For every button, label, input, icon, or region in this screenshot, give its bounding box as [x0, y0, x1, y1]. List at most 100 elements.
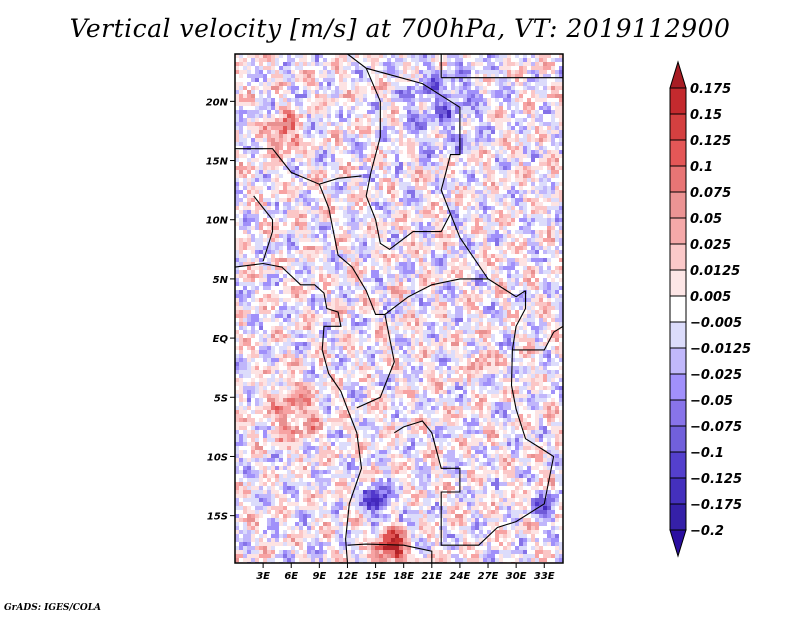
field-cell	[471, 186, 475, 190]
field-cell	[471, 342, 475, 346]
field-cell	[495, 106, 499, 110]
field-cell	[255, 186, 259, 190]
field-cell	[319, 250, 323, 254]
field-cell	[411, 234, 415, 238]
field-cell	[391, 202, 395, 206]
field-cell	[251, 162, 255, 166]
field-cell	[467, 142, 471, 146]
field-cell	[339, 234, 343, 238]
field-cell	[347, 162, 351, 166]
field-cell	[455, 210, 459, 214]
field-cell	[499, 330, 503, 334]
field-cell	[235, 182, 239, 186]
field-cell	[411, 318, 415, 322]
field-cell	[299, 162, 303, 166]
field-cell	[343, 298, 347, 302]
field-cell	[287, 138, 291, 142]
field-cell	[323, 354, 327, 358]
field-cell	[427, 210, 431, 214]
field-cell	[283, 338, 287, 342]
field-cell	[235, 86, 239, 90]
field-cell	[415, 78, 419, 82]
field-cell	[483, 222, 487, 226]
field-cell	[235, 166, 239, 170]
field-cell	[283, 182, 287, 186]
field-cell	[287, 326, 291, 330]
field-cell	[295, 302, 299, 306]
field-cell	[263, 238, 267, 242]
field-cell	[555, 186, 559, 190]
field-cell	[479, 94, 483, 98]
field-cell	[383, 118, 387, 122]
field-cell	[479, 270, 483, 274]
field-cell	[539, 58, 543, 62]
field-cell	[519, 70, 523, 74]
field-cell	[455, 298, 459, 302]
field-cell	[475, 318, 479, 322]
field-cell	[311, 162, 315, 166]
field-cell	[531, 66, 535, 70]
field-cell	[263, 266, 267, 270]
field-cell	[355, 134, 359, 138]
field-cell	[443, 350, 447, 354]
field-cell	[431, 214, 435, 218]
field-cell	[535, 214, 539, 218]
field-cell	[347, 234, 351, 238]
field-cell	[343, 222, 347, 226]
field-cell	[375, 142, 379, 146]
field-cell	[491, 146, 495, 150]
field-cell	[251, 290, 255, 294]
field-cell	[351, 106, 355, 110]
field-cell	[451, 318, 455, 322]
field-cell	[307, 158, 311, 162]
field-cell	[379, 218, 383, 222]
field-cell	[551, 58, 555, 62]
field-cell	[479, 338, 483, 342]
field-cell	[467, 266, 471, 270]
field-cell	[327, 322, 331, 326]
field-cell	[391, 274, 395, 278]
field-cell	[535, 338, 539, 342]
field-cell	[239, 110, 243, 114]
field-cell	[523, 350, 527, 354]
field-cell	[351, 318, 355, 322]
field-cell	[251, 210, 255, 214]
field-cell	[359, 326, 363, 330]
field-cell	[463, 222, 467, 226]
field-cell	[319, 70, 323, 74]
field-cell	[343, 190, 347, 194]
field-cell	[375, 306, 379, 310]
field-cell	[423, 322, 427, 326]
field-cell	[287, 90, 291, 94]
field-cell	[535, 82, 539, 86]
field-cell	[459, 194, 463, 198]
field-cell	[263, 210, 267, 214]
field-cell	[307, 130, 311, 134]
field-cell	[279, 290, 283, 294]
field-cell	[299, 334, 303, 338]
field-cell	[447, 330, 451, 334]
field-cell	[455, 302, 459, 306]
field-cell	[447, 174, 451, 178]
field-cell	[411, 190, 415, 194]
field-cell	[335, 282, 339, 286]
field-cell	[427, 350, 431, 354]
field-cell	[423, 134, 427, 138]
field-cell	[403, 62, 407, 66]
field-cell	[391, 70, 395, 74]
field-cell	[239, 358, 243, 362]
field-cell	[355, 54, 359, 58]
field-cell	[275, 82, 279, 86]
field-cell	[267, 102, 271, 106]
field-cell	[303, 218, 307, 222]
field-cell	[387, 318, 391, 322]
field-cell	[339, 138, 343, 142]
field-cell	[547, 306, 551, 310]
field-cell	[339, 334, 343, 338]
field-cell	[515, 74, 519, 78]
field-cell	[543, 206, 547, 210]
field-cell	[499, 258, 503, 262]
field-cell	[407, 54, 411, 58]
field-cell	[299, 110, 303, 114]
field-cell	[347, 350, 351, 354]
